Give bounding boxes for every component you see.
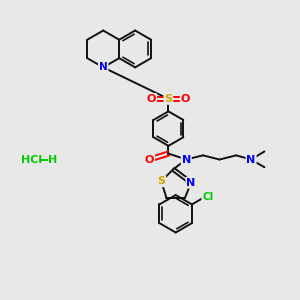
- Text: S: S: [164, 94, 172, 104]
- Text: N: N: [182, 154, 191, 164]
- Text: HCl: HCl: [20, 154, 42, 164]
- Text: O: O: [147, 94, 156, 104]
- Text: Cl: Cl: [202, 192, 214, 202]
- Text: S: S: [157, 176, 165, 186]
- Text: H: H: [48, 154, 57, 164]
- Text: N: N: [186, 178, 196, 188]
- Text: O: O: [181, 94, 190, 104]
- Text: O: O: [145, 154, 154, 164]
- Text: N: N: [246, 154, 256, 164]
- Text: N: N: [99, 62, 108, 72]
